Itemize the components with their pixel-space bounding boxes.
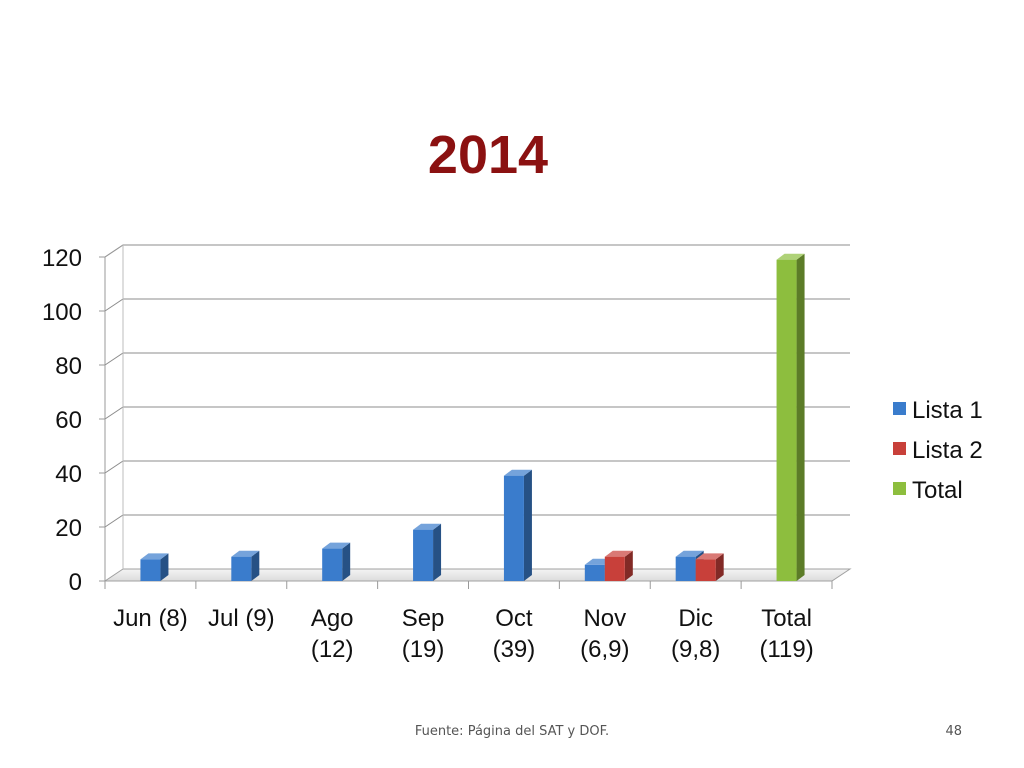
page-number: 48 xyxy=(945,724,962,739)
x-tick-label: (6,9) xyxy=(580,636,629,663)
bar-side xyxy=(251,550,260,581)
bars xyxy=(140,253,805,581)
x-tick-label: Total xyxy=(761,605,812,632)
bar-side xyxy=(160,553,169,581)
bar-side xyxy=(433,523,442,581)
x-tick-label: Nov xyxy=(583,605,626,632)
axes xyxy=(99,244,833,589)
bar-top xyxy=(776,253,805,260)
bar-top xyxy=(231,550,260,557)
x-tick-label: (12) xyxy=(311,636,354,663)
y-tick-label: 80 xyxy=(55,353,82,380)
bar-top xyxy=(695,553,724,560)
y-tick-label: 20 xyxy=(55,515,82,542)
legend-swatch xyxy=(893,442,906,455)
x-tick-label: Dic xyxy=(678,605,713,632)
bar-side xyxy=(624,550,633,581)
bar xyxy=(140,559,161,581)
bar xyxy=(584,564,605,581)
y-tick-label: 40 xyxy=(55,461,82,488)
bar-side xyxy=(715,553,724,581)
bar xyxy=(503,475,524,581)
x-tick-label: (119) xyxy=(759,636,813,663)
bar xyxy=(604,556,625,581)
legend-label: Total xyxy=(912,477,963,504)
bar-side xyxy=(523,469,532,581)
bar xyxy=(322,548,343,581)
legend-swatch xyxy=(893,402,906,415)
bar-top xyxy=(413,523,442,530)
x-tick-label: (19) xyxy=(402,636,445,663)
y-tick-label: 60 xyxy=(55,407,82,434)
bar xyxy=(413,529,434,581)
y-tick-label: 120 xyxy=(42,245,82,272)
x-tick-labels: Jun (8) Jul (9) Ago (12) Sep (19) Oct (39) Nov (6… xyxy=(113,605,814,663)
legend-label: Lista 1 xyxy=(912,397,983,424)
y-axis-top xyxy=(104,244,124,258)
y-tick-label: 0 xyxy=(69,569,82,596)
bar xyxy=(695,559,716,581)
x-tick-label: (39) xyxy=(493,636,536,663)
x-tick-label: Sep xyxy=(402,605,445,632)
legend-label: Lista 2 xyxy=(912,437,983,464)
bar-top xyxy=(675,550,704,557)
bar xyxy=(776,259,797,581)
x-tick-label: Ago xyxy=(311,605,354,632)
bar-side xyxy=(342,542,351,581)
gridlines xyxy=(103,244,852,582)
chart-floor xyxy=(103,568,852,582)
x-tick-label: Jun (8) xyxy=(113,605,188,632)
chart-title: 2014 xyxy=(427,125,549,185)
x-tick-label: Oct xyxy=(495,605,533,632)
x-tick-label: Jul (9) xyxy=(208,605,275,632)
legend: Lista 1 Lista 2 Total xyxy=(893,397,983,504)
y-tick-label: 100 xyxy=(42,299,82,326)
bar-top xyxy=(322,542,351,549)
bar-top xyxy=(140,553,169,560)
legend-swatch xyxy=(893,482,906,495)
bar-top xyxy=(503,469,532,476)
bar xyxy=(231,556,252,581)
y-tick-labels: 0 20 40 60 80 100 120 xyxy=(42,245,82,596)
footer-source: Fuente: Página del SAT y DOF. xyxy=(414,724,610,739)
bar-side xyxy=(796,253,805,581)
bar xyxy=(675,556,696,581)
x-tick-label: (9,8) xyxy=(671,636,720,663)
bar-top xyxy=(604,550,633,557)
